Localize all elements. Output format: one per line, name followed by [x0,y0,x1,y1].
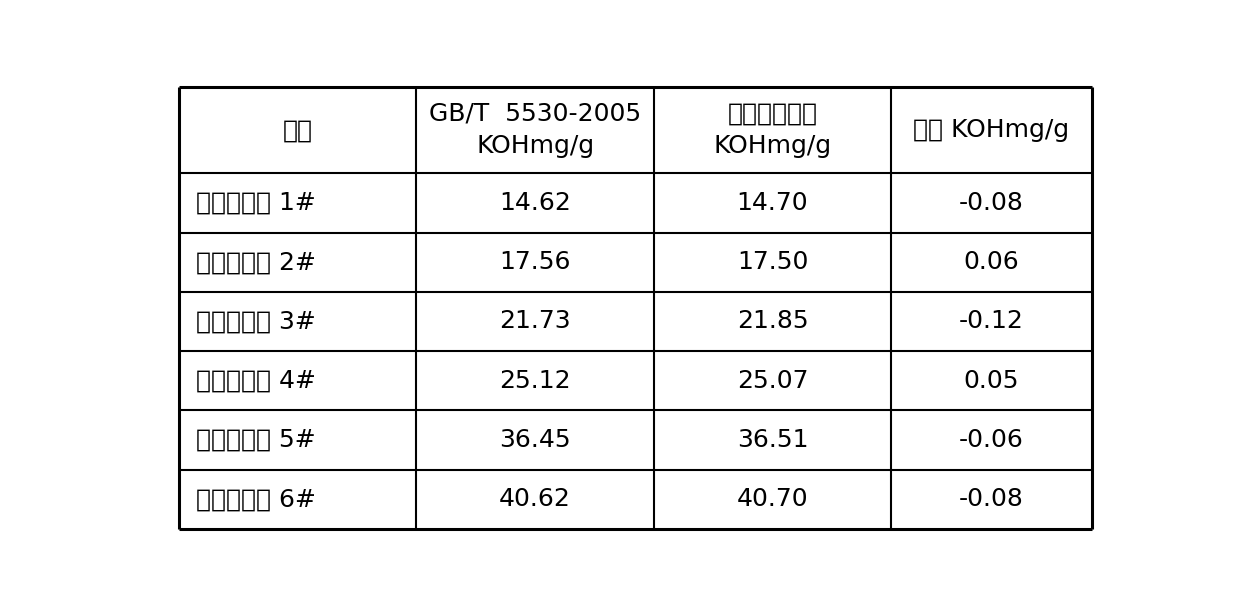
Text: KOHmg/g: KOHmg/g [713,134,832,158]
Text: 进程样试样 2#: 进程样试样 2# [196,250,315,274]
Text: 差值 KOHmg/g: 差值 KOHmg/g [914,118,1070,142]
Text: 21.73: 21.73 [500,309,570,334]
Text: 36.51: 36.51 [737,428,808,452]
Text: 14.62: 14.62 [500,191,570,215]
Text: 试样: 试样 [283,118,312,142]
Text: 进程样试样 3#: 进程样试样 3# [196,309,315,334]
Text: 21.85: 21.85 [737,309,808,334]
Text: 25.12: 25.12 [500,368,570,393]
Text: 进程样试样 5#: 进程样试样 5# [196,428,315,452]
Text: 25.07: 25.07 [737,368,808,393]
Text: 17.50: 17.50 [737,250,808,274]
Text: -0.08: -0.08 [959,191,1024,215]
Text: 0.06: 0.06 [963,250,1019,274]
Text: -0.12: -0.12 [959,309,1024,334]
Text: 14.70: 14.70 [737,191,808,215]
Text: 17.56: 17.56 [500,250,570,274]
Text: 进程样试样 1#: 进程样试样 1# [196,191,315,215]
Text: -0.08: -0.08 [959,487,1024,511]
Text: 进程样试样 6#: 进程样试样 6# [196,487,315,511]
Text: 0.05: 0.05 [963,368,1019,393]
Text: GB/T  5530-2005: GB/T 5530-2005 [429,101,641,125]
Text: 40.70: 40.70 [737,487,808,511]
Text: 进程样试样 4#: 进程样试样 4# [196,368,315,393]
Text: -0.06: -0.06 [959,428,1024,452]
Text: KOHmg/g: KOHmg/g [476,134,594,158]
Text: 40.62: 40.62 [500,487,570,511]
Text: 近红外光谱法: 近红外光谱法 [728,101,817,125]
Text: 36.45: 36.45 [500,428,570,452]
